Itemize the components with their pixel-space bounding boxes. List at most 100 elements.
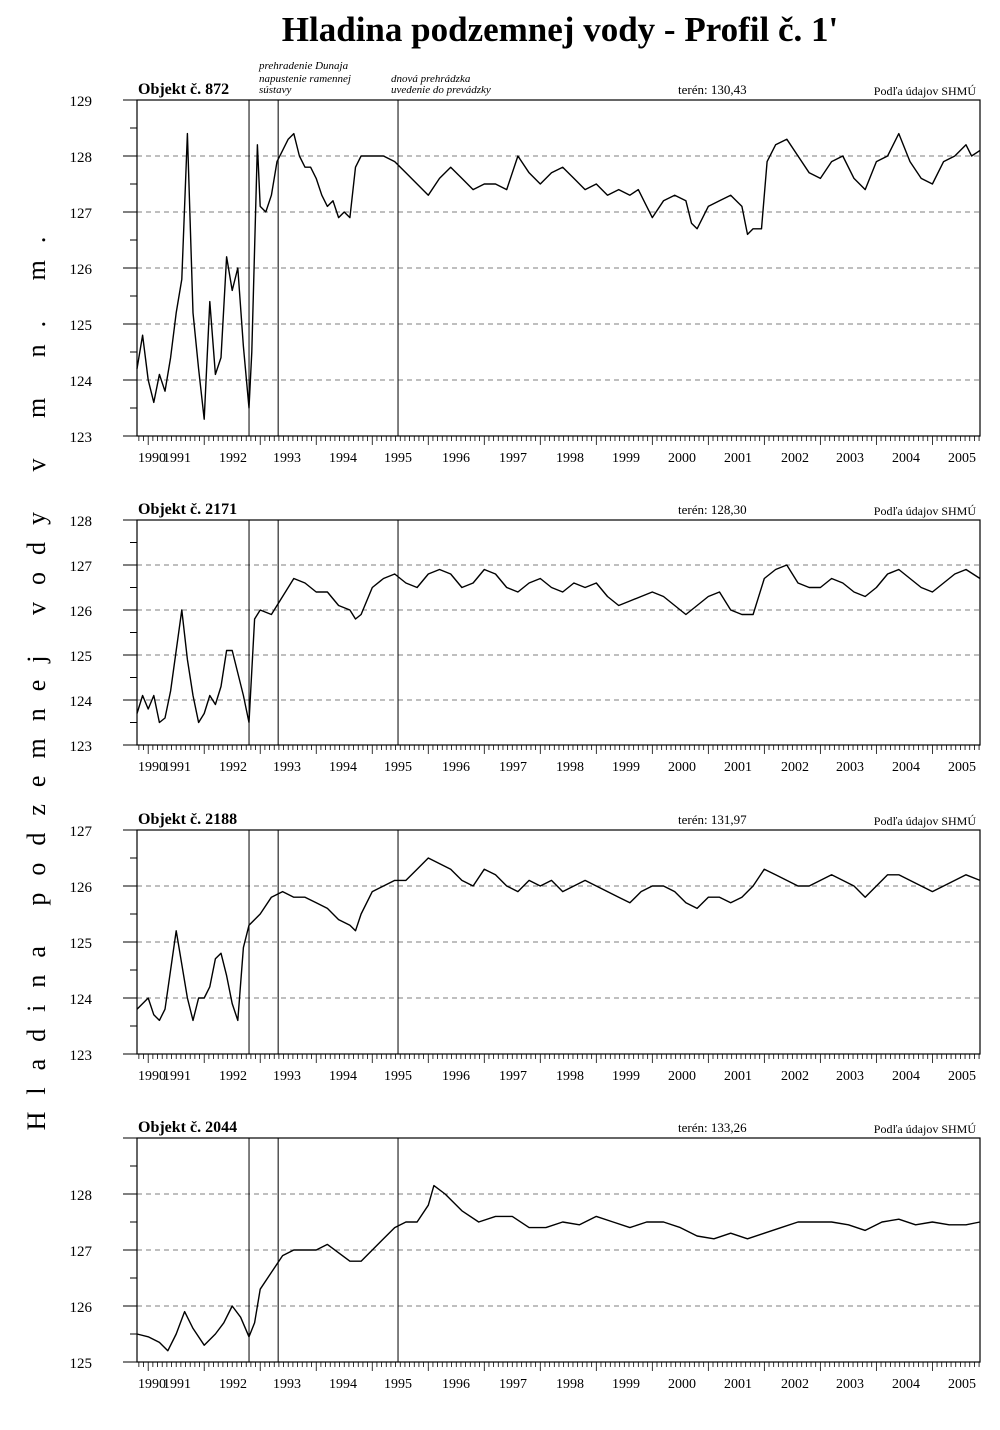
x-tick-label: 1994 [329, 1069, 357, 1084]
x-tick-label: 2003 [836, 451, 864, 466]
x-tick-label: 1997 [499, 1069, 527, 1084]
event-annotation-3: dnová prehrádzka [391, 73, 471, 85]
x-tick-label: 2002 [781, 1377, 809, 1392]
x-tick-label: 2005 [948, 760, 976, 775]
x-tick-label: 1997 [499, 760, 527, 775]
x-tick-label: 1996 [442, 1377, 470, 1392]
x-tick-label: 1991 [163, 1377, 191, 1392]
x-tick-label: 1998 [556, 760, 584, 775]
plot-frame [136, 99, 981, 437]
panel-title: Objekt č. 2188 [138, 811, 237, 828]
y-tick-label: 126 [70, 262, 93, 278]
source-label: Podľa údajov SHMÚ [874, 814, 977, 828]
x-tick-label: 1990 [138, 760, 166, 775]
x-tick-label: 1998 [556, 451, 584, 466]
x-tick-label: 1993 [273, 451, 301, 466]
y-tick-label: 124 [70, 374, 93, 390]
x-tick-label: 2000 [668, 451, 696, 466]
panel-title: Objekt č. 2044 [138, 1119, 237, 1136]
x-tick-label: 2004 [892, 760, 920, 775]
x-tick-label: 1999 [612, 451, 640, 466]
panel-title: Objekt č. 2171 [138, 501, 237, 518]
x-tick-label: 2005 [948, 451, 976, 466]
x-tick-label: 1990 [138, 451, 166, 466]
y-tick-label: 126 [70, 604, 93, 620]
x-tick-label: 1992 [219, 1377, 247, 1392]
x-tick-label: 2005 [948, 1069, 976, 1084]
event-annotation-2: sústavy [259, 84, 292, 96]
x-tick-label: 2000 [668, 1069, 696, 1084]
x-tick-label: 1996 [442, 760, 470, 775]
y-tick-label: 124 [70, 694, 93, 710]
x-tick-label: 1999 [612, 760, 640, 775]
x-tick-label: 2001 [724, 1377, 752, 1392]
y-tick-label: 127 [70, 206, 93, 222]
x-tick-label: 2003 [836, 1069, 864, 1084]
event-annotation-3: uvedenie do prevádzky [391, 84, 491, 96]
source-label: Podľa údajov SHMÚ [874, 504, 977, 518]
series-line [136, 857, 981, 1022]
x-tick-label: 2005 [948, 1377, 976, 1392]
x-tick-label: 1995 [384, 1377, 412, 1392]
source-label: Podľa údajov SHMÚ [874, 1122, 977, 1136]
x-tick-label: 1993 [273, 1377, 301, 1392]
panel-title: Objekt č. 872 [138, 81, 229, 98]
x-tick-label: 1992 [219, 1069, 247, 1084]
y-tick-label: 125 [70, 936, 93, 952]
y-tick-label: 123 [70, 430, 93, 446]
y-tick-label: 123 [70, 1048, 93, 1064]
x-tick-label: 1999 [612, 1377, 640, 1392]
y-tick-label: 126 [70, 1300, 93, 1316]
event-annotation-2: napustenie ramennej [259, 73, 351, 85]
series-line [136, 564, 981, 724]
x-tick-label: 1995 [384, 451, 412, 466]
y-tick-label: 124 [70, 992, 93, 1008]
y-tick-label: 123 [70, 739, 93, 755]
x-tick-label: 1994 [329, 760, 357, 775]
teren-label: terén: 133,26 [678, 1120, 747, 1135]
plot-frame [136, 829, 981, 1055]
x-tick-label: 1995 [384, 1069, 412, 1084]
y-tick-label: 129 [70, 94, 93, 110]
x-tick-label: 1996 [442, 1069, 470, 1084]
y-tick-label: 127 [70, 559, 93, 575]
plot-frame [136, 519, 981, 746]
series-line [136, 132, 981, 420]
y-tick-label: 127 [70, 1244, 93, 1260]
x-tick-label: 1990 [138, 1377, 166, 1392]
teren-label: terén: 131,97 [678, 812, 747, 827]
y-tick-label: 125 [70, 1356, 93, 1372]
x-tick-label: 2000 [668, 1377, 696, 1392]
x-tick-label: 2003 [836, 760, 864, 775]
x-tick-label: 1997 [499, 451, 527, 466]
y-tick-label: 125 [70, 649, 93, 665]
x-tick-label: 1999 [612, 1069, 640, 1084]
y-tick-label: 125 [70, 318, 93, 334]
x-tick-label: 1998 [556, 1377, 584, 1392]
x-tick-label: 2002 [781, 1069, 809, 1084]
event-annotation-1: prehradenie Dunaja [258, 60, 349, 72]
y-tick-label: 127 [70, 824, 93, 840]
x-tick-label: 1994 [329, 1377, 357, 1392]
x-tick-label: 2000 [668, 760, 696, 775]
teren-label: terén: 128,30 [678, 502, 747, 517]
x-tick-label: 1990 [138, 1069, 166, 1084]
x-tick-label: 2002 [781, 760, 809, 775]
page-title: Hladina podzemnej vody - Profil č. 1' [281, 10, 839, 49]
x-tick-label: 2001 [724, 760, 752, 775]
x-tick-label: 1993 [273, 760, 301, 775]
x-tick-label: 1991 [163, 1069, 191, 1084]
y-tick-label: 128 [70, 1188, 93, 1204]
x-tick-label: 1992 [219, 760, 247, 775]
x-tick-label: 1997 [499, 1377, 527, 1392]
y-tick-label: 128 [70, 150, 93, 166]
x-tick-label: 2002 [781, 451, 809, 466]
x-tick-label: 2004 [892, 451, 920, 466]
y-tick-label: 128 [70, 514, 93, 530]
y-tick-label: 126 [70, 880, 93, 896]
x-tick-label: 2001 [724, 451, 752, 466]
x-tick-label: 1993 [273, 1069, 301, 1084]
x-tick-label: 1996 [442, 451, 470, 466]
x-tick-label: 1991 [163, 451, 191, 466]
